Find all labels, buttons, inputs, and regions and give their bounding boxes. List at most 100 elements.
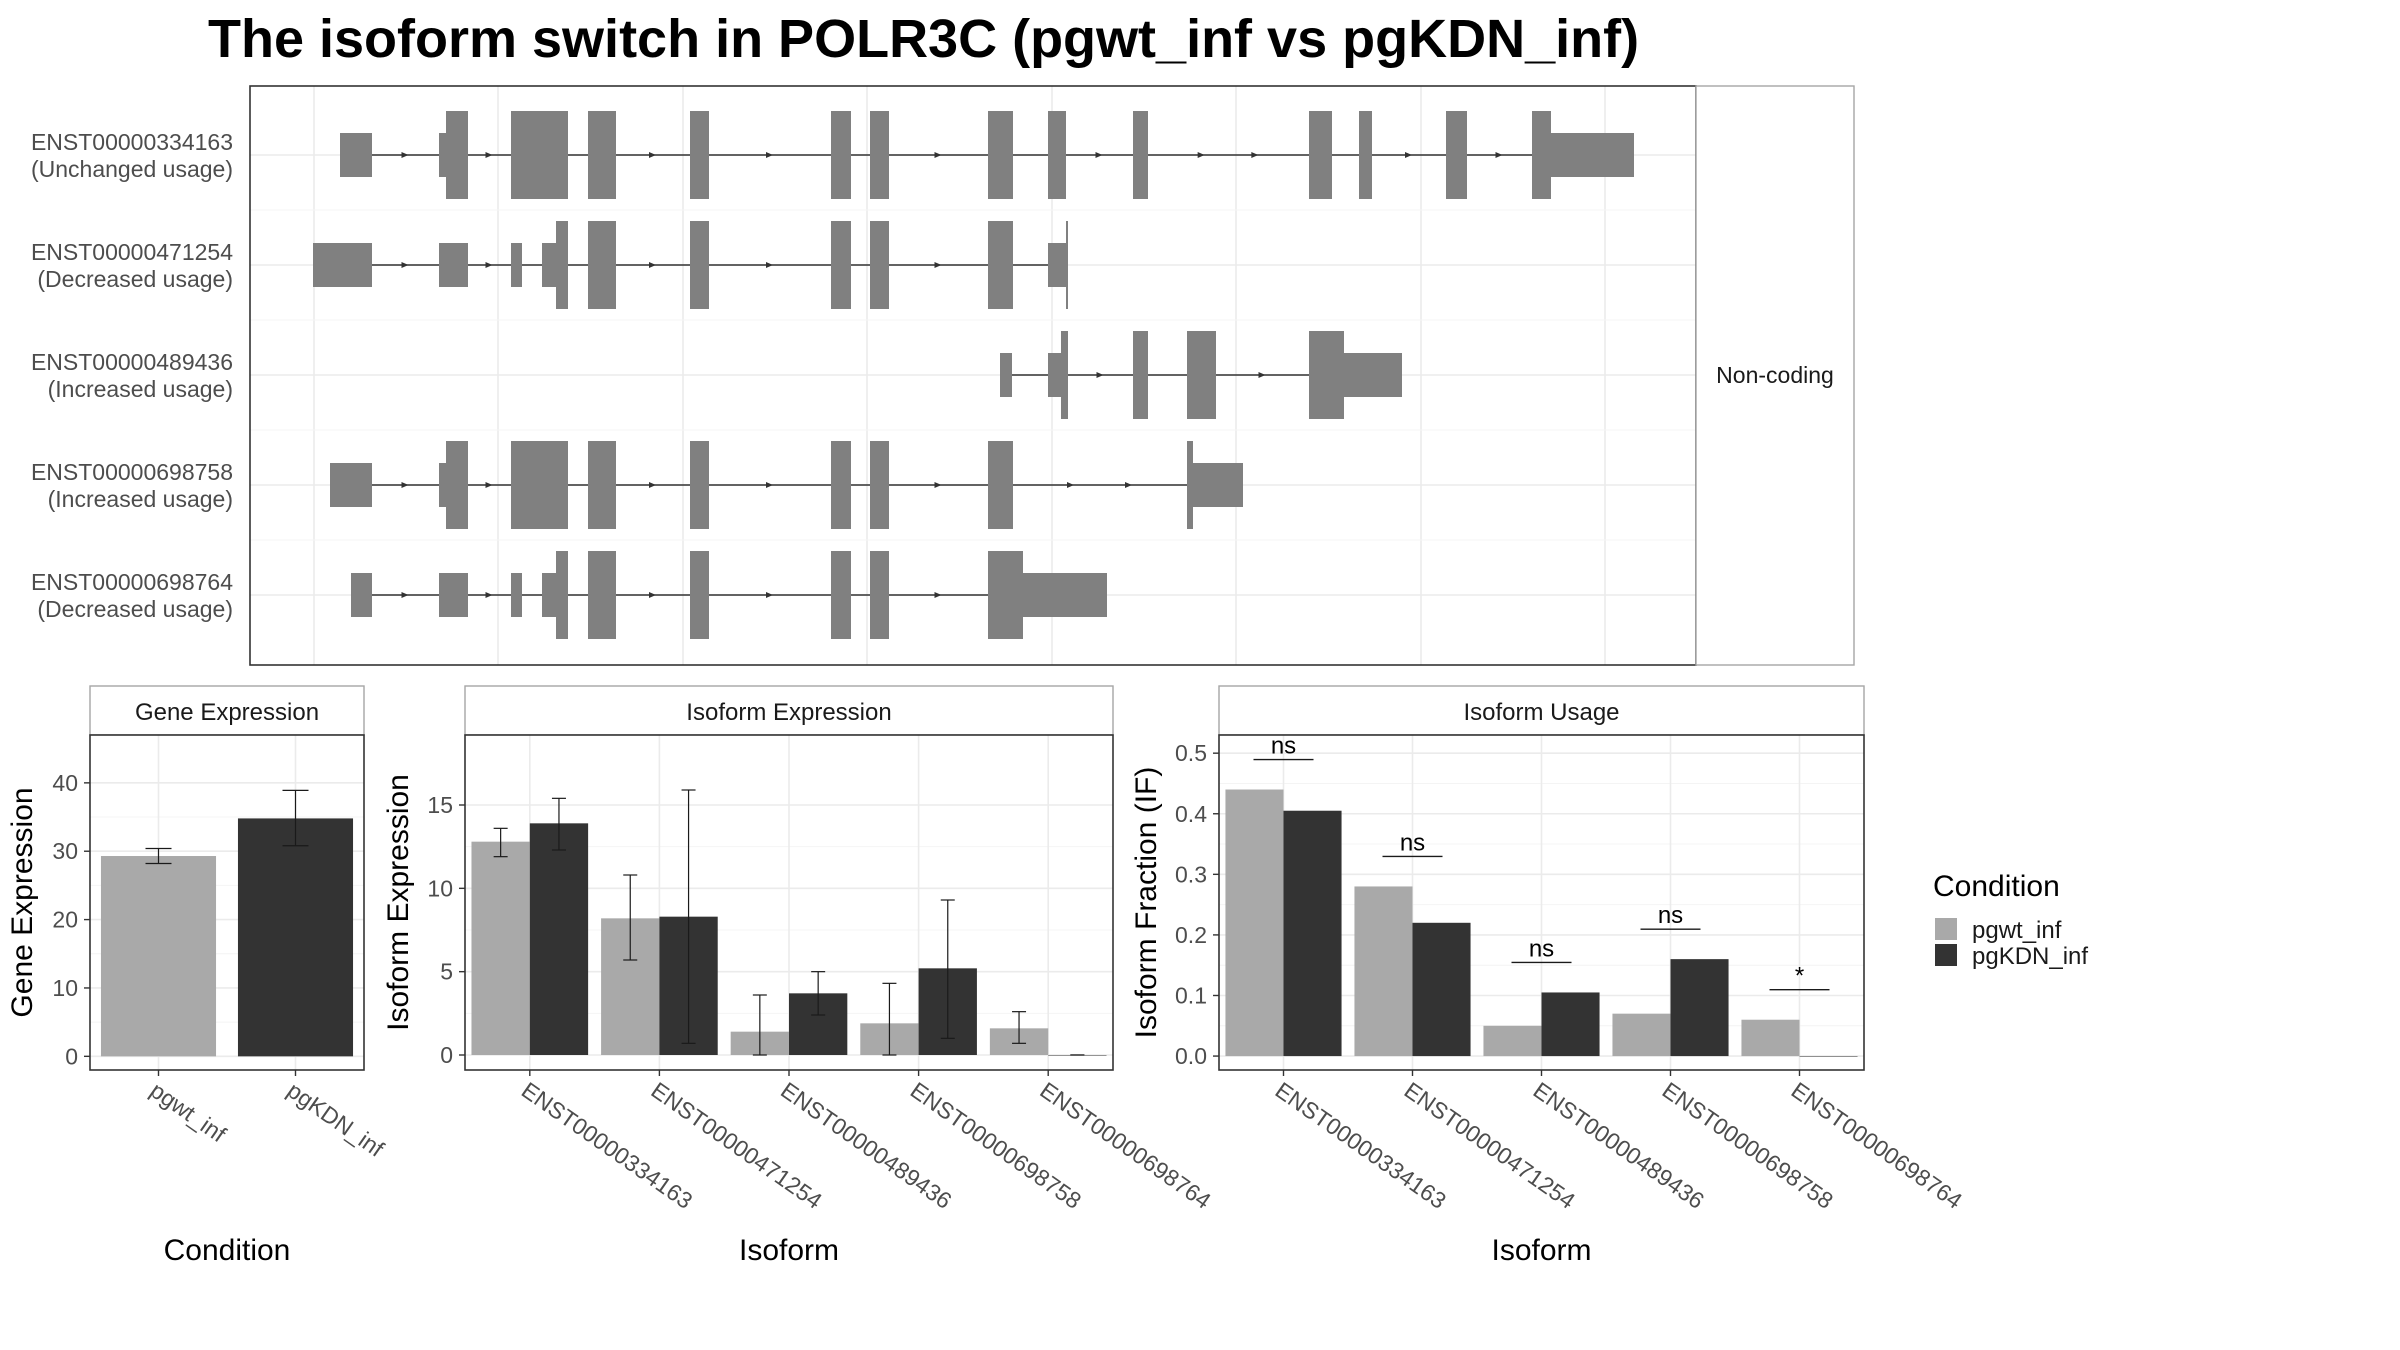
strand-arrow bbox=[485, 262, 493, 268]
bar-pgKDN_inf-ENST00000471254 bbox=[1412, 922, 1471, 1057]
exon-coding bbox=[1359, 111, 1372, 199]
strand-arrow bbox=[766, 152, 773, 158]
exon-utr bbox=[1344, 353, 1402, 397]
bar-pgKDN_inf-ENST00000698758 bbox=[1670, 959, 1729, 1057]
legend-swatch-pgwt_inf bbox=[1935, 918, 1957, 940]
x-tick-label: pgKDN_inf bbox=[283, 1077, 390, 1162]
strand-arrow bbox=[485, 592, 493, 598]
exon-coding bbox=[1446, 111, 1467, 199]
transcript-ENST00000698758 bbox=[330, 441, 1243, 529]
transcript-id-label: ENST00000489436 bbox=[31, 349, 233, 375]
strand-arrow bbox=[649, 152, 656, 158]
significance-label: ns bbox=[1271, 733, 1296, 760]
transcript-id-label: ENST00000698764 bbox=[31, 569, 233, 595]
strand-arrow bbox=[1067, 482, 1074, 488]
legend-label-pgwt_inf: pgwt_inf bbox=[1972, 917, 2062, 944]
strand-arrow bbox=[401, 262, 409, 268]
gene-expression-panel: Gene Expression 0 10 20 30 40 pgwt_inf pgKDN_in… bbox=[6, 685, 390, 1267]
x-tick-label: pgwt_inf bbox=[146, 1077, 232, 1148]
panel-strip-title: Gene Expression bbox=[135, 699, 319, 726]
y-axis-title: Isoform Fraction (IF) bbox=[1130, 767, 1163, 1039]
exon-coding bbox=[446, 111, 468, 199]
transcript-status-label: (Decreased usage) bbox=[37, 596, 233, 622]
exon-coding bbox=[870, 111, 889, 199]
exon-coding bbox=[1187, 441, 1193, 529]
panel-strip-title: Isoform Usage bbox=[1463, 699, 1619, 726]
strand-arrow bbox=[649, 262, 656, 268]
isoform-expression-panel: Isoform Expression051015ENST00000334163E… bbox=[382, 685, 1216, 1267]
exon-utr bbox=[340, 133, 372, 177]
y-tick-label: 0 bbox=[440, 1042, 453, 1068]
exon-utr bbox=[1193, 463, 1243, 507]
exon-coding bbox=[690, 441, 709, 529]
strand-arrow bbox=[1095, 152, 1103, 158]
panel-strip-title: Isoform Expression bbox=[686, 699, 891, 726]
strand-arrow bbox=[649, 482, 656, 488]
transcript-ENST00000471254 bbox=[313, 221, 1068, 309]
figure-title: The isoform switch in POLR3C (pgwt_inf v… bbox=[208, 9, 1639, 69]
strand-arrow bbox=[485, 482, 493, 488]
exon-coding bbox=[588, 551, 616, 639]
bar-pgKDN_inf-ENST00000489436 bbox=[1541, 992, 1600, 1057]
strand-arrow bbox=[649, 592, 656, 598]
transcript-ENST00000698764 bbox=[351, 551, 1107, 639]
exon-coding bbox=[1048, 111, 1066, 199]
transcript-status-label: (Unchanged usage) bbox=[31, 156, 233, 182]
y-tick-label: 0 bbox=[65, 1043, 78, 1069]
exon-coding bbox=[1309, 111, 1332, 199]
y-tick-label: 0.4 bbox=[1175, 801, 1207, 827]
exon-utr bbox=[439, 133, 446, 177]
significance-label: ns bbox=[1400, 829, 1425, 856]
strand-arrow bbox=[401, 592, 409, 598]
exon-coding bbox=[988, 111, 1013, 199]
strand-arrow bbox=[1096, 372, 1104, 378]
exon-coding bbox=[988, 221, 1013, 309]
significance-label: ns bbox=[1529, 935, 1554, 962]
transcript-id-label: ENST00000471254 bbox=[31, 239, 233, 265]
y-tick-label: 0.2 bbox=[1175, 922, 1207, 948]
strand-arrow bbox=[766, 482, 773, 488]
transcript-id-label: ENST00000334163 bbox=[31, 129, 233, 155]
strand-arrow bbox=[485, 152, 493, 158]
legend: Condition pgwt_inf pgKDN_inf bbox=[1933, 870, 2088, 970]
transcript-ENST00000489436 bbox=[1000, 331, 1402, 419]
exon-utr bbox=[1023, 573, 1107, 617]
exon-utr bbox=[511, 573, 522, 617]
exon-coding bbox=[588, 441, 616, 529]
y-tick-label: 10 bbox=[52, 975, 78, 1001]
isoform-usage-panel: Isoform Usage ns ns ns ns * 0.0 0.1 0.2 0.3 0.4 0.5… bbox=[1130, 685, 1967, 1267]
structure-panel: Non-coding ENST00000334163(Unchanged usa… bbox=[31, 85, 1855, 666]
exon-coding bbox=[556, 551, 568, 639]
y-axis-title: Gene Expression bbox=[6, 787, 39, 1017]
exon-coding bbox=[1066, 221, 1068, 309]
panel-strip bbox=[464, 685, 1114, 736]
exon-coding bbox=[690, 221, 709, 309]
bar-pgwt_inf-ENST00000489436 bbox=[1483, 1025, 1542, 1057]
exon-utr bbox=[511, 243, 522, 287]
strand-arrow bbox=[401, 482, 409, 488]
exon-coding bbox=[690, 111, 709, 199]
exon-coding bbox=[831, 221, 851, 309]
exon-utr bbox=[1048, 353, 1061, 397]
x-axis-title: Isoform bbox=[739, 1234, 839, 1267]
exon-coding bbox=[831, 551, 851, 639]
exon-utr bbox=[1551, 133, 1634, 177]
panel-strip bbox=[1218, 685, 1865, 736]
strand-arrow bbox=[934, 152, 942, 158]
legend-label-pgKDN_inf: pgKDN_inf bbox=[1972, 943, 2088, 970]
exon-coding bbox=[831, 111, 851, 199]
exon-coding bbox=[988, 551, 1023, 639]
transcript-status-label: (Increased usage) bbox=[48, 486, 233, 512]
exon-utr bbox=[351, 573, 372, 617]
bar-pgKDN_inf-ENST00000334163 bbox=[1283, 810, 1342, 1057]
y-axis-title: Isoform Expression bbox=[382, 774, 415, 1031]
strip-box bbox=[1695, 85, 1855, 666]
structure-row-labels: ENST00000334163(Unchanged usage) ENST0000… bbox=[31, 129, 233, 622]
exon-utr bbox=[439, 463, 446, 507]
y-tick-label: 0.1 bbox=[1175, 982, 1207, 1008]
exon-utr bbox=[1048, 243, 1066, 287]
exon-utr bbox=[542, 573, 556, 617]
exon-coding bbox=[1187, 331, 1216, 419]
structure-transcripts bbox=[313, 111, 1634, 639]
